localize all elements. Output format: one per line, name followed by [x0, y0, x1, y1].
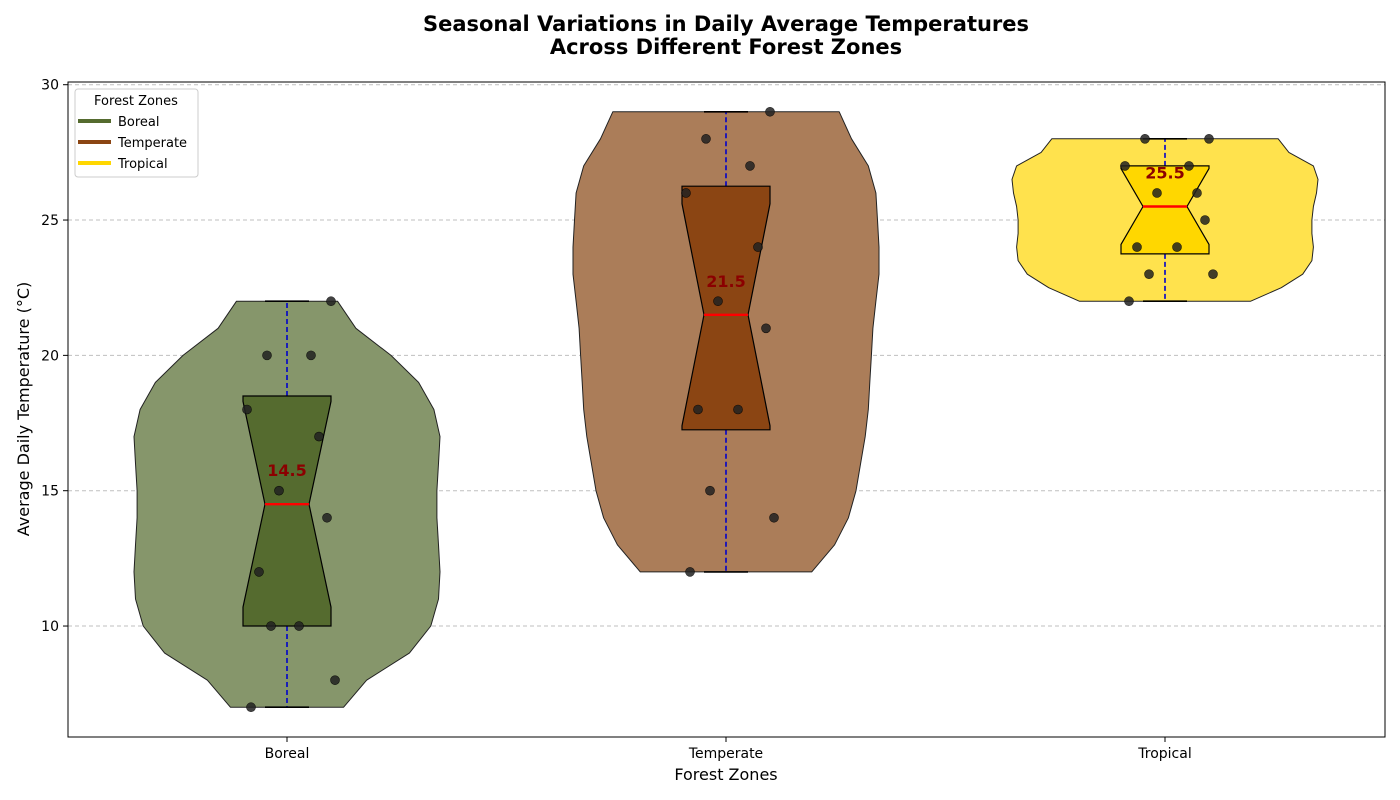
data-point-temperate — [681, 188, 691, 198]
x-tick-label-tropical: Tropical — [1137, 746, 1191, 762]
data-point-temperate — [765, 106, 775, 117]
median-label-boreal: 14.5 — [267, 461, 306, 480]
x-tick-label-boreal: Boreal — [265, 746, 310, 762]
data-point-tropical — [1132, 242, 1142, 252]
data-point-temperate — [705, 485, 715, 496]
data-point-tropical — [1144, 269, 1154, 279]
data-point-temperate — [693, 404, 703, 415]
data-point-boreal — [266, 621, 276, 631]
data-point-temperate — [701, 134, 711, 144]
x-axis-label: Forest Zones — [674, 765, 777, 784]
y-tick-label: 30 — [41, 78, 59, 94]
data-point-boreal — [254, 567, 264, 577]
data-point-boreal — [306, 350, 316, 361]
legend-entry-boreal: Boreal — [118, 115, 160, 130]
boxplots — [242, 110, 1210, 709]
data-point-boreal — [274, 485, 284, 496]
legend: Forest Zones Boreal Temperate Tropical — [74, 88, 199, 178]
data-point-tropical — [1200, 215, 1210, 225]
legend-entry-tropical: Tropical — [117, 157, 168, 172]
data-point-temperate — [761, 323, 771, 334]
data-point-tropical — [1208, 269, 1218, 279]
data-point-boreal — [294, 621, 304, 631]
box-boreal — [242, 395, 332, 627]
data-point-tropical — [1184, 161, 1194, 171]
legend-frame — [74, 88, 199, 178]
data-point-temperate — [769, 512, 779, 523]
legend-title: Forest Zones — [94, 94, 178, 109]
legend-entry-temperate: Temperate — [117, 136, 187, 151]
data-point-boreal — [326, 296, 336, 307]
data-point-boreal — [242, 404, 252, 415]
box-temperate — [681, 185, 771, 431]
data-point-temperate — [685, 567, 695, 577]
data-point-temperate — [733, 404, 743, 415]
data-point-tropical — [1204, 134, 1214, 144]
data-point-temperate — [745, 161, 755, 171]
data-point-tropical — [1124, 296, 1134, 307]
chart-title: Seasonal Variations in Daily Average Tem… — [423, 12, 1029, 59]
y-tick-label: 20 — [41, 348, 59, 364]
x-axis: Boreal Temperate Tropical — [265, 737, 1192, 762]
data-point-tropical — [1140, 134, 1150, 144]
x-tick-label-temperate: Temperate — [688, 746, 763, 762]
data-point-tropical — [1172, 242, 1182, 252]
data-point-tropical — [1152, 188, 1162, 198]
median-label-tropical: 25.5 — [1145, 164, 1184, 183]
data-points: 14.5 21.5 25.5 — [242, 106, 1218, 713]
data-point-temperate — [753, 242, 763, 252]
y-tick-label: 25 — [41, 213, 59, 229]
data-point-boreal — [330, 675, 340, 685]
y-tick-label: 15 — [41, 484, 59, 500]
data-point-boreal — [322, 512, 332, 523]
data-point-boreal — [262, 350, 272, 361]
box-tropical — [1120, 165, 1210, 255]
y-axis: 10 15 20 25 30 — [41, 78, 68, 635]
data-point-tropical — [1120, 161, 1130, 171]
data-point-temperate — [713, 296, 723, 307]
chart-title-line-2: Across Different Forest Zones — [550, 35, 902, 59]
y-tick-label: 10 — [41, 619, 59, 635]
data-point-boreal — [314, 431, 324, 442]
y-axis-label: Average Daily Temperature (°C) — [14, 282, 33, 536]
data-point-tropical — [1192, 188, 1202, 198]
chart-title-line-1: Seasonal Variations in Daily Average Tem… — [423, 12, 1029, 36]
median-label-temperate: 21.5 — [706, 272, 745, 291]
data-point-boreal — [246, 702, 256, 713]
